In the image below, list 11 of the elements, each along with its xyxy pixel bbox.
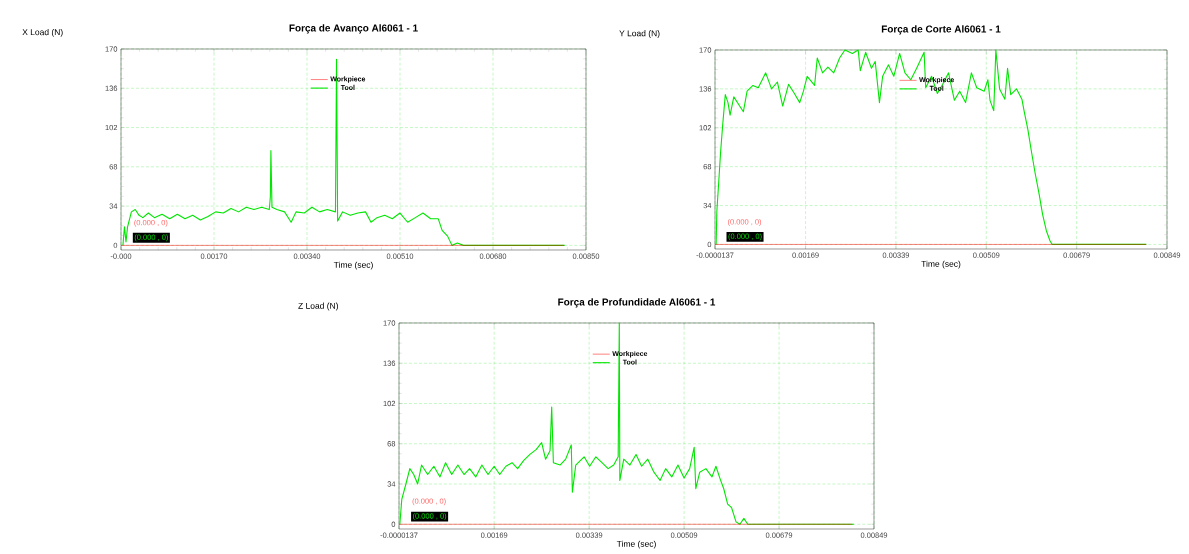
line-series — [399, 322, 855, 525]
chart-title: Força de Avanço Al6061 - 1 — [289, 24, 418, 34]
chart-title: Força de Profundidade Al6061 - 1 — [558, 298, 716, 308]
x-axis-title: Time (sec) — [616, 540, 656, 549]
y-axis-title: Z Load (N) — [298, 302, 338, 311]
y-axis-title: Y Load (N) — [619, 30, 660, 39]
chart-title: Força de Corte Al6061 - 1 — [881, 25, 1001, 35]
line-series — [122, 58, 566, 246]
y-axis-title: X Load (N) — [22, 28, 63, 37]
x-axis-title: Time (sec) — [333, 261, 373, 270]
x-axis-title: Time (sec) — [921, 260, 961, 269]
